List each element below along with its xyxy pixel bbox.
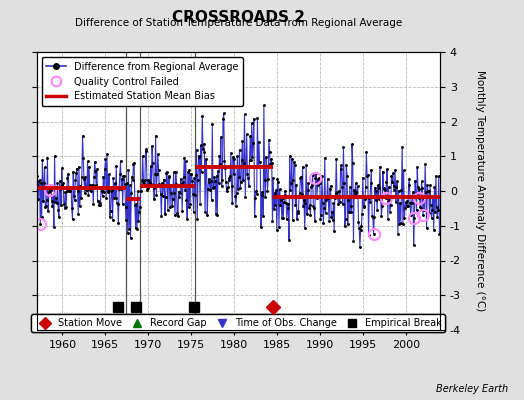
Y-axis label: Monthly Temperature Anomaly Difference (°C): Monthly Temperature Anomaly Difference (… (475, 70, 485, 312)
Text: Difference of Station Temperature Data from Regional Average: Difference of Station Temperature Data f… (75, 18, 402, 28)
Text: CROSSROADS 2: CROSSROADS 2 (172, 10, 305, 25)
Text: Berkeley Earth: Berkeley Earth (436, 384, 508, 394)
Legend: Station Move, Record Gap, Time of Obs. Change, Empirical Break: Station Move, Record Gap, Time of Obs. C… (31, 314, 445, 332)
